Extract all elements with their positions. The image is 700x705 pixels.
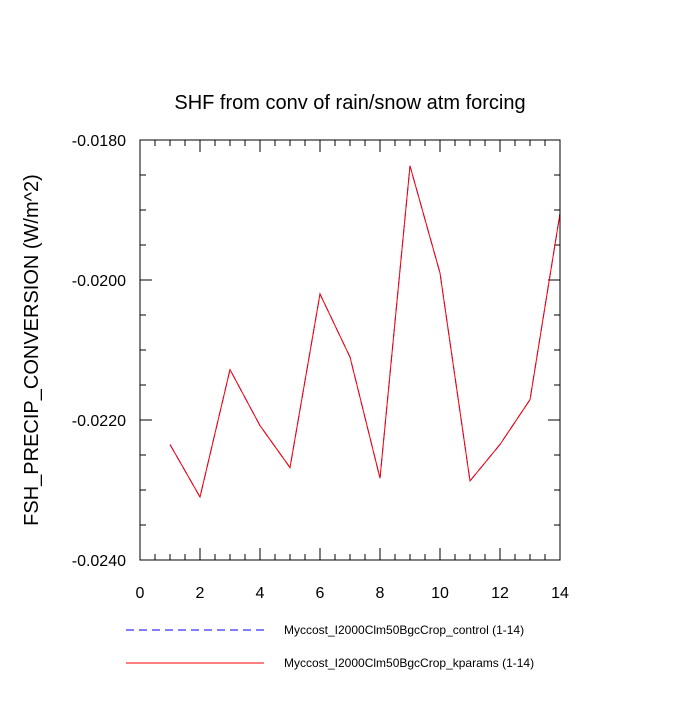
axis-ticks: 0 2 4 6 8 10 12 14 -0.0240 -0.0220 -0.0200 -0.0180 xyxy=(72,133,569,602)
x-tick-label: 2 xyxy=(196,585,205,602)
y-axis-label: FSH_PRECIP_CONVERSION (W/m^2) xyxy=(21,174,43,526)
series-lines xyxy=(169,165,561,499)
x-tick-label: 14 xyxy=(551,585,569,602)
x-tick-label: 0 xyxy=(136,585,145,602)
series-line-2 xyxy=(169,165,561,499)
x-tick-label: 4 xyxy=(256,585,265,602)
y-tick-label: -0.0180 xyxy=(72,133,126,150)
x-tick-label: 12 xyxy=(491,585,509,602)
x-tick-label: 10 xyxy=(431,585,449,602)
x-tick-label: 6 xyxy=(316,585,325,602)
legend: Myccost_I2000Clm50BgcCrop_control (1-14)… xyxy=(126,623,534,670)
plot-frame xyxy=(139,139,561,561)
y-tick-label: -0.0200 xyxy=(72,273,126,290)
x-tick-label: 8 xyxy=(376,585,385,602)
legend-label: Myccost_I2000Clm50BgcCrop_control (1-14) xyxy=(284,623,524,637)
chart-title: SHF from conv of rain/snow atm forcing xyxy=(174,92,525,114)
legend-label: Myccost_I2000Clm50BgcCrop_kparams (1-14) xyxy=(284,656,534,670)
y-tick-label: -0.0220 xyxy=(72,413,126,430)
series-line-1 xyxy=(169,165,561,499)
y-tick-label: -0.0240 xyxy=(72,553,126,570)
